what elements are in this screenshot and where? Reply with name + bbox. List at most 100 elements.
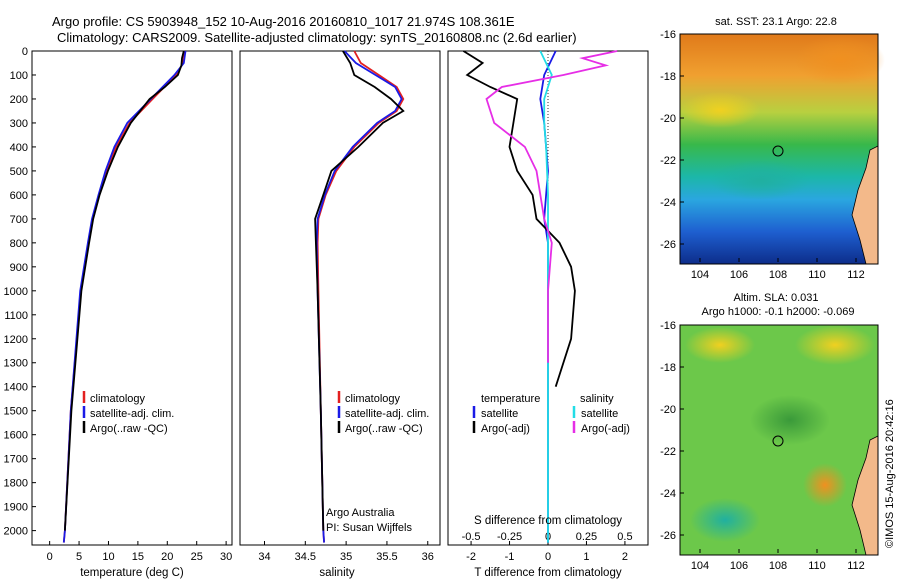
temperature-panel: 0100200300400500600700800900100011001200… (4, 46, 233, 579)
salinity-tick-labels: 34 34.5 35 35.5 36 (258, 541, 434, 563)
legend-label-s-argo: Argo(-adj) (581, 423, 630, 435)
y-tick-label: 100 (10, 70, 28, 82)
lon-tick-label: 112 (847, 560, 865, 572)
annotation-argo-australia: Argo Australia (326, 507, 395, 519)
y-tick-label: 1000 (4, 286, 28, 298)
legend-label-climatology: climatology (90, 393, 146, 405)
series-line-1 (462, 50, 576, 387)
temperature-series (62, 50, 187, 543)
series-line-2 (64, 50, 185, 531)
s-tick-label: -0.5 (462, 531, 481, 543)
y-tick-label: 1900 (4, 502, 28, 514)
x-tick-label: 10 (102, 551, 114, 563)
sla-low-patch-2 (750, 395, 830, 445)
temperature-plot-frame (31, 50, 233, 546)
y-tick-label: 900 (10, 262, 28, 274)
lat-tick-label: -26 (660, 530, 676, 542)
x-tick-label: 35 (340, 551, 352, 563)
sst-map: sat. SST: 23.1 Argo: 22.8 -16 -18 -20 -22 -2… (660, 16, 885, 281)
lat-tick-label: -22 (660, 446, 676, 458)
y-tick-label: 1800 (4, 478, 28, 490)
legend-label-t-satellite: satellite (481, 408, 518, 420)
sla-peak-patch (803, 463, 847, 507)
t-difference-tick-labels: -2 -1 0 1 2 (466, 541, 628, 563)
y-tick-label: 500 (10, 166, 28, 178)
imos-timestamp: ©IMOS 15-Aug-2016 20:42:16 (884, 399, 896, 548)
series-line-0 (62, 50, 186, 543)
y-tick-label: 2000 (4, 526, 28, 538)
lon-tick-label: 106 (730, 560, 748, 572)
lat-tick-label: -26 (660, 239, 676, 251)
x-tick-label: 34.5 (295, 551, 316, 563)
x-tick-label: 30 (220, 551, 232, 563)
y-tick-label: 1400 (4, 382, 28, 394)
x-tick-label: 2 (622, 551, 628, 563)
s-tick-label: 0.25 (576, 531, 597, 543)
salinity-axis-label: salinity (319, 567, 354, 579)
temperature-tick-labels: 0 5 10 15 20 25 30 (47, 541, 232, 563)
legend-title-salinity: salinity (580, 393, 614, 405)
sla-latitude-ticks: -16 -18 -20 -22 -24 -26 (660, 320, 684, 542)
series-line-0 (316, 50, 405, 543)
lat-tick-label: -24 (660, 197, 676, 209)
x-tick-label: 15 (132, 551, 144, 563)
y-tick-label: 1600 (4, 430, 28, 442)
y-tick-label: 300 (10, 118, 28, 130)
legend-label-argo: Argo(..raw -QC) (90, 423, 168, 435)
x-tick-label: 35.5 (376, 551, 397, 563)
series-line-2 (539, 50, 553, 543)
x-tick-label: 36 (422, 551, 434, 563)
salinity-legend: climatology satellite-adj. clim. Argo(..… (337, 391, 429, 435)
legend-label-climatology: climatology (345, 393, 401, 405)
x-tick-label: 5 (76, 551, 82, 563)
lon-tick-label: 106 (730, 269, 748, 281)
sla-map-frame (679, 324, 879, 556)
y-tick-label: 1700 (4, 454, 28, 466)
sst-latitude-ticks: -16 -18 -20 -22 -24 -26 (660, 29, 684, 251)
x-tick-label: -1 (505, 551, 515, 563)
header-line-1: Argo profile: CS 5903948_152 10-Aug-2016… (52, 14, 515, 29)
salinity-series (314, 50, 405, 543)
s-tick-label: 0.5 (617, 531, 632, 543)
legend-title-temperature: temperature (481, 393, 540, 405)
y-tick-label: 200 (10, 94, 28, 106)
sla-map: Altim. SLA: 0.031 Argo h1000: -0.1 h2000… (660, 292, 879, 572)
lat-tick-label: -22 (660, 155, 676, 167)
y-tick-label: 800 (10, 238, 28, 250)
x-tick-label: 1 (583, 551, 589, 563)
sst-map-frame (679, 33, 879, 265)
temperature-axis-label: temperature (deg C) (80, 567, 184, 579)
x-tick-label: 0 (545, 551, 551, 563)
sla-high-patch-1 (685, 327, 755, 363)
lon-tick-label: 108 (769, 269, 787, 281)
lat-tick-label: -18 (660, 362, 676, 374)
lat-tick-label: -16 (660, 29, 676, 41)
lat-tick-label: -20 (660, 113, 676, 125)
y-tick-label: 0 (22, 46, 28, 58)
y-tick-label: 1500 (4, 406, 28, 418)
lat-tick-label: -16 (660, 320, 676, 332)
y-tick-label: 700 (10, 214, 28, 226)
lon-tick-label: 108 (769, 560, 787, 572)
salinity-panel: 34 34.5 35 35.5 36 salinity climatology sate… (239, 50, 441, 579)
s-tick-label: -0.25 (497, 531, 522, 543)
sst-teal-patch (710, 160, 810, 200)
sla-high-patch-2 (795, 325, 875, 365)
sst-yellow-patch (680, 92, 760, 128)
difference-legend: temperature satellite Argo(-adj) salinit… (472, 393, 630, 435)
x-tick-label: 25 (191, 551, 203, 563)
salinity-plot-frame (239, 50, 441, 546)
header-line-2: Climatology: CARS2009. Satellite-adjuste… (57, 30, 577, 45)
x-tick-label: 20 (161, 551, 173, 563)
annotation-pi: PI: Susan Wijffels (326, 522, 412, 534)
lon-tick-label: 110 (808, 560, 826, 572)
series-line-3 (485, 50, 618, 363)
sla-longitude-ticks: 104 106 108 110 112 (691, 549, 865, 572)
y-tick-label: 1300 (4, 358, 28, 370)
difference-series (462, 50, 618, 543)
s-difference-tick-labels: -0.5 -0.25 0 0.25 0.5 (462, 531, 633, 543)
legend-label-s-satellite: satellite (581, 408, 618, 420)
legend-label-t-argo: Argo(-adj) (481, 423, 530, 435)
series-line-2 (314, 50, 405, 531)
